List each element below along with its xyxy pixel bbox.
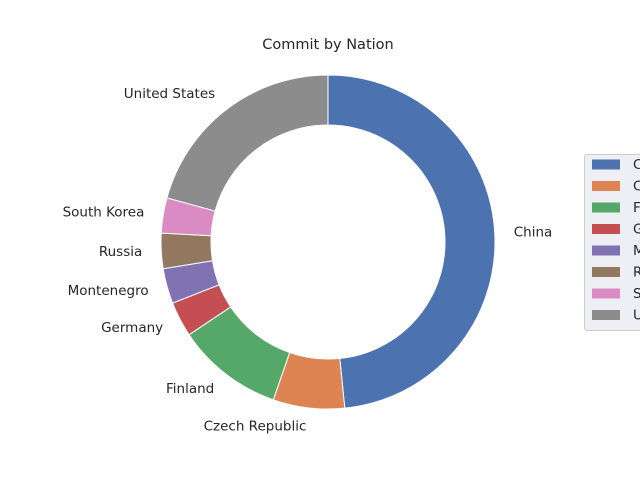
legend-label-finland: F [633, 200, 640, 216]
legend-swatch-montenegro [592, 245, 620, 256]
legend-swatch-finland [592, 202, 620, 213]
legend-label-montenegro: M [633, 243, 640, 259]
legend-swatch-russia [592, 267, 620, 277]
legend-label-czech-republic: C [633, 179, 640, 195]
chart-title: Commit by Nation [262, 37, 393, 53]
slice-united-states [166, 74, 329, 212]
legend-swatch-united-states [592, 310, 620, 320]
legend-label-south-korea: S [633, 286, 640, 302]
slice-label-czech-republic: Czech Republic [204, 419, 307, 435]
legend-swatch-czech-republic [592, 181, 620, 191]
legend-swatch-china [592, 159, 620, 170]
slice-label-china: China [514, 225, 553, 241]
slice-label-russia: Russia [99, 244, 142, 260]
legend-label-russia: R [633, 265, 640, 281]
slice-label-germany: Germany [101, 320, 163, 336]
legend-swatch-germany [592, 224, 620, 234]
legend-label-united-states: U [633, 308, 640, 324]
slice-labels: China Czech Republic Finland Germany Montene… [63, 86, 553, 435]
legend-label-china: C [633, 157, 640, 173]
donut-slices [160, 74, 496, 410]
slice-label-united-states: United States [124, 86, 215, 102]
legend-frame [584, 154, 640, 331]
slice-label-south-korea: South Korea [63, 204, 145, 220]
slice-china [327, 74, 496, 409]
slice-label-finland: Finland [166, 381, 214, 397]
slice-label-montenegro: Montenegro [68, 283, 149, 299]
legend-label-germany: G [633, 222, 640, 238]
legend-swatch-south-korea [592, 288, 620, 299]
